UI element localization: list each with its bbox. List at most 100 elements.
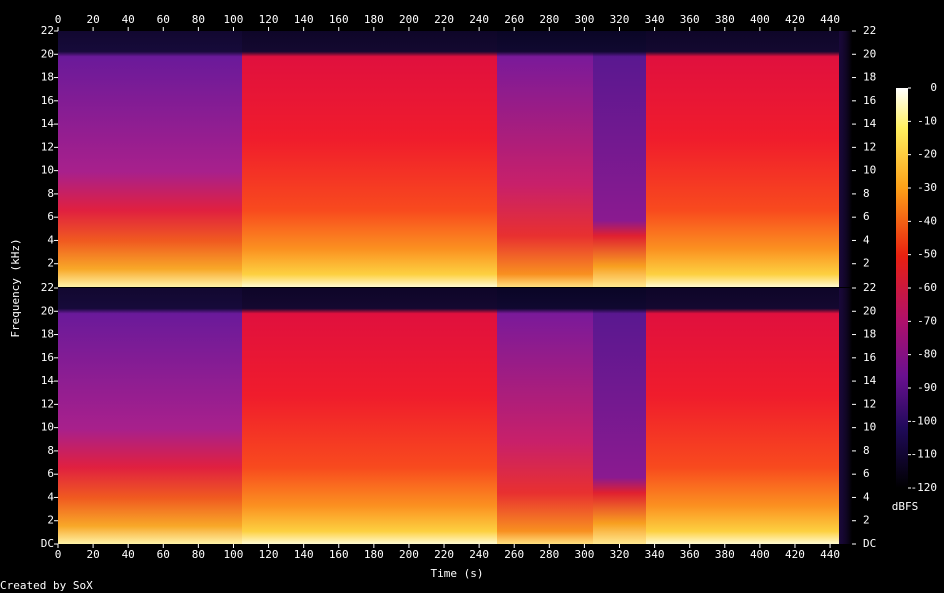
footer: Created by SoX: [0, 579, 93, 592]
y-tick-label: 6: [47, 467, 54, 480]
x-tick-label: 100: [224, 13, 244, 26]
y-tick-label: 14: [41, 374, 55, 387]
x-axis-label: Time (s): [431, 567, 484, 580]
y-tick-label: 22: [41, 281, 54, 294]
x-tick-label: 400: [750, 13, 770, 26]
y-axis-label: Frequency (kHz): [9, 238, 22, 337]
x-tick-label: 80: [192, 13, 205, 26]
x-tick-label: 340: [645, 13, 665, 26]
y-tick-label: 4: [863, 233, 870, 246]
x-tick-label: 160: [329, 13, 349, 26]
y-tick-label: 18: [863, 71, 876, 84]
x-tick-label: 380: [715, 13, 735, 26]
y-tick-label: 2: [47, 514, 54, 527]
x-tick-label: 360: [680, 13, 700, 26]
y-tick-label: 14: [41, 117, 55, 130]
x-tick-label: 140: [294, 548, 314, 561]
y-tick-label: 18: [41, 328, 54, 341]
x-tick-label: 380: [715, 548, 735, 561]
x-tick-label: 420: [785, 13, 805, 26]
x-tick-label: 60: [157, 548, 170, 561]
y-tick-label: 8: [863, 444, 870, 457]
y-tick-label: 4: [47, 233, 54, 246]
x-tick-label: 220: [434, 548, 454, 561]
x-tick-label: 440: [820, 13, 840, 26]
x-tick-label: 260: [504, 13, 524, 26]
x-tick-label: 20: [86, 13, 99, 26]
colorbar-tick-label: -90: [917, 381, 937, 394]
colorbar-tick-label: -100: [911, 414, 938, 427]
y-tick-label: 10: [41, 421, 54, 434]
x-tick-label: 200: [399, 13, 419, 26]
y-tick-label: 12: [863, 397, 876, 410]
colorbar-tick-label: -50: [917, 248, 937, 261]
y-tick-label: 22: [41, 24, 54, 37]
x-tick-label: 400: [750, 548, 770, 561]
y-tick-label: 6: [863, 467, 870, 480]
x-tick-label: 440: [820, 548, 840, 561]
x-tick-label: 0: [55, 13, 62, 26]
y-tick-label: 4: [863, 490, 870, 503]
x-tick-label: 120: [259, 13, 279, 26]
x-tick-label: 120: [259, 548, 279, 561]
x-tick-label: 300: [574, 13, 594, 26]
y-tick-label: 8: [47, 187, 54, 200]
x-tick-label: 140: [294, 13, 314, 26]
x-tick-label: 20: [86, 548, 99, 561]
y-tick-label: 16: [41, 351, 54, 364]
x-tick-label: 320: [610, 548, 630, 561]
y-tick-label: 4: [47, 490, 54, 503]
y-tick-label: 8: [47, 444, 54, 457]
colorbar-tick-label: 0: [930, 81, 937, 94]
y-tick-label: 12: [863, 140, 876, 153]
x-tick-label: 220: [434, 13, 454, 26]
y-tick-label: DC: [863, 537, 876, 550]
x-tick-label: 280: [539, 548, 559, 561]
y-tick-label: 10: [863, 164, 876, 177]
y-tick-label: 20: [41, 47, 54, 60]
x-tick-label: 180: [364, 548, 384, 561]
colorbar-tick-label: -70: [917, 314, 937, 327]
x-tick-label: 80: [192, 548, 205, 561]
y-tick-label: 22: [863, 281, 876, 294]
y-tick-label: 10: [863, 421, 876, 434]
x-tick-label: 280: [539, 13, 559, 26]
colorbar-label: dBFS: [892, 500, 919, 513]
y-tick-label: 2: [47, 257, 54, 270]
y-tick-label: 12: [41, 140, 54, 153]
y-tick-label: 16: [863, 351, 876, 364]
y-tick-label: 8: [863, 187, 870, 200]
colorbar-tick-label: -10: [917, 114, 937, 127]
y-tick-label: 6: [47, 210, 54, 223]
y-tick-label: 20: [863, 304, 876, 317]
y-tick-label: 18: [863, 328, 876, 341]
spectrogram-left: [58, 31, 852, 287]
x-tick-label: 60: [157, 13, 170, 26]
x-tick-label: 240: [469, 13, 489, 26]
y-tick-label: 20: [41, 304, 54, 317]
x-tick-label: 180: [364, 13, 384, 26]
x-tick-label: 160: [329, 548, 349, 561]
colorbar-tick-label: -110: [911, 448, 938, 461]
x-tick-label: 300: [574, 548, 594, 561]
y-tick-label: 16: [41, 94, 54, 107]
x-tick-label: 360: [680, 548, 700, 561]
colorbar-tick-label: -30: [917, 181, 937, 194]
x-tick-label: 200: [399, 548, 419, 561]
y-tick-label: DC: [41, 537, 54, 550]
y-tick-label: 2: [863, 257, 870, 270]
colorbar-tick-label: -120: [911, 481, 938, 494]
x-tick-label: 0: [55, 548, 62, 561]
y-tick-label: 14: [863, 374, 877, 387]
colorbar-tick-label: -60: [917, 281, 937, 294]
x-tick-label: 420: [785, 548, 805, 561]
y-tick-label: 20: [863, 47, 876, 60]
colorbar: [896, 88, 908, 488]
y-tick-label: 22: [863, 24, 876, 37]
x-tick-label: 340: [645, 548, 665, 561]
y-tick-label: 12: [41, 397, 54, 410]
x-tick-label: 40: [122, 548, 135, 561]
y-tick-label: 18: [41, 71, 54, 84]
